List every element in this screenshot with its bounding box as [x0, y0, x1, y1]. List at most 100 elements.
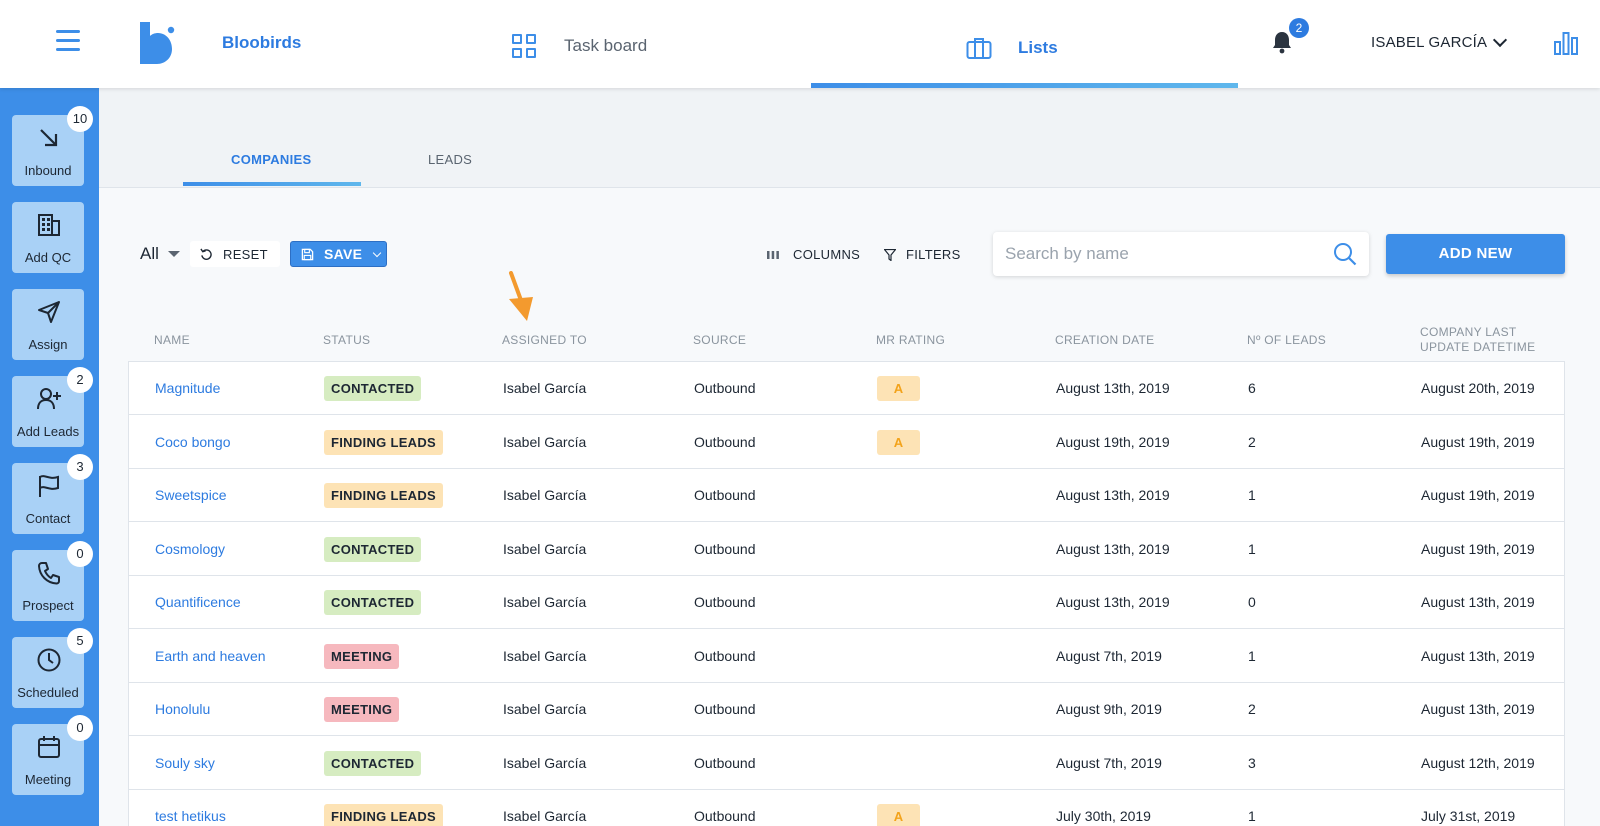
search-icon[interactable]	[1333, 242, 1357, 266]
header-assigned-to[interactable]: ASSIGNED TO	[502, 333, 587, 347]
company-name-link[interactable]: Souly sky	[155, 754, 215, 771]
columns-icon	[767, 250, 779, 259]
sidebar-item-assign[interactable]: Assign	[12, 289, 84, 360]
company-name-link[interactable]: Quantificence	[155, 594, 241, 610]
mr-rating-badge: A	[877, 429, 920, 455]
clock-icon	[37, 648, 61, 672]
table-row[interactable]: Earth and heaven MEETING Isabel García Outb…	[129, 630, 1564, 683]
nav-lists[interactable]: Lists	[811, 0, 1238, 88]
sidebar-item-add-leads[interactable]: Add Leads 2	[12, 367, 93, 447]
number-of-leads-cell: 0	[1248, 594, 1256, 610]
status-badge: FINDING LEADS	[324, 483, 444, 508]
sidebar-item-prospect[interactable]: Prospect 0	[12, 541, 93, 621]
table-row[interactable]: Honolulu MEETING Isabel García Outbound Augu…	[129, 683, 1564, 736]
table-row[interactable]: Sweetspice FINDING LEADS Isabel García Outb…	[129, 469, 1564, 522]
source-cell: Outbound	[694, 487, 756, 503]
sidebar-item-add-qc[interactable]: Add QC	[12, 202, 84, 273]
last-update-cell: August 13th, 2019	[1421, 701, 1535, 717]
number-of-leads-cell: 1	[1248, 540, 1256, 557]
nav-task-board[interactable]: Task board	[512, 34, 647, 58]
columns-button[interactable]: COLUMNS	[767, 247, 860, 262]
assigned-to-cell: Isabel García	[503, 433, 587, 450]
company-name-link[interactable]: Coco bongo	[155, 433, 231, 450]
header-status[interactable]: STATUS	[323, 333, 371, 347]
assigned-to-cell: Isabel García	[503, 754, 587, 771]
notifications-count: 2	[1289, 18, 1309, 38]
company-name-link[interactable]: test hetikus	[155, 808, 226, 824]
reset-button[interactable]: RESET	[190, 241, 280, 267]
tab-leads[interactable]: LEADS	[428, 152, 473, 167]
active-subtab-indicator	[183, 182, 361, 186]
header-last-update-line2: UPDATE DATETIME	[1420, 340, 1536, 354]
filters-button[interactable]: FILTERS	[884, 247, 961, 262]
lists-label: Lists	[1018, 38, 1058, 57]
header-last-update[interactable]: COMPANY LAST UPDATE DATETIME	[1420, 325, 1535, 355]
number-of-leads-cell: 2	[1248, 433, 1256, 450]
sidebar-item-contact[interactable]: Contact 3	[12, 454, 93, 534]
table-row[interactable]: Cosmology CONTACTED Isabel García Outbound A…	[129, 523, 1564, 576]
search-box	[993, 232, 1369, 276]
source-cell: Outbound	[694, 433, 756, 450]
last-update-cell: August 20th, 2019	[1421, 380, 1535, 396]
sidebar-item-count: 0	[67, 715, 93, 741]
company-name-link[interactable]: Honolulu	[155, 701, 211, 717]
list-tabs: COMPANIES LEADS	[99, 88, 1600, 188]
filters-label: FILTERS	[906, 247, 961, 262]
number-of-leads-cell: 3	[1248, 754, 1256, 771]
company-name-link[interactable]: Earth and heaven	[155, 647, 266, 664]
header-source[interactable]: SOURCE	[693, 333, 747, 347]
sidebar-item-meeting[interactable]: Meeting 0	[12, 715, 93, 795]
tab-companies[interactable]: COMPANIES	[231, 152, 312, 167]
save-button[interactable]: SAVE	[290, 241, 387, 267]
status-badge: CONTACTED	[324, 536, 422, 562]
company-name-link[interactable]: Magnitude	[155, 380, 221, 396]
sidebar-item-scheduled[interactable]: Scheduled 5	[12, 628, 93, 708]
table-row[interactable]: Magnitude CONTACTED Isabel García Outbound A…	[129, 362, 1564, 415]
bell-icon	[1273, 32, 1291, 54]
briefcase-icon	[966, 38, 992, 59]
sidebar-item-count: 0	[67, 541, 93, 567]
assigned-to-cell: Isabel García	[503, 540, 587, 557]
brand-name[interactable]: Bloobirds	[222, 33, 302, 52]
last-update-cell: July 31st, 2019	[1421, 808, 1516, 824]
status-badge: FINDING LEADS	[324, 804, 444, 826]
header-number-of-leads[interactable]: Nº OF LEADS	[1247, 333, 1327, 347]
status-badge: CONTACTED	[324, 590, 422, 615]
annotation-arrow-icon	[509, 271, 533, 321]
arrow-down-right-icon	[40, 129, 58, 147]
table-row[interactable]: Coco bongo FINDING LEADS Isabel García Outb…	[129, 416, 1564, 469]
assigned-to-cell: Isabel García	[503, 594, 587, 610]
status-badge: MEETING	[324, 697, 400, 722]
table-row[interactable]: Souly sky CONTACTED Isabel García Outbound A…	[129, 737, 1564, 790]
add-new-button[interactable]: ADD NEW	[1386, 234, 1565, 274]
header-last-update-line1: COMPANY LAST	[1420, 325, 1517, 339]
view-select[interactable]: All	[140, 244, 180, 264]
sidebar-item-count: 5	[67, 628, 93, 654]
search-input[interactable]	[1005, 242, 1325, 266]
company-name-link[interactable]: Sweetspice	[155, 487, 227, 503]
grid-icon	[512, 34, 536, 58]
status-badge: MEETING	[324, 643, 400, 669]
table-row[interactable]: test hetikus FINDING LEADS Isabel García Ou…	[129, 790, 1564, 826]
menu-icon[interactable]	[56, 30, 80, 54]
source-cell: Outbound	[694, 754, 756, 771]
bloobirds-logo[interactable]	[138, 20, 176, 66]
company-name-link[interactable]: Cosmology	[155, 540, 226, 557]
table-row[interactable]: Quantificence CONTACTED Isabel García Outbo…	[129, 576, 1564, 629]
notifications-bell[interactable]: 2	[1271, 18, 1309, 56]
sidebar-item-label: Add Leads	[16, 424, 80, 439]
number-of-leads-cell: 1	[1248, 808, 1256, 824]
bar-chart-icon[interactable]	[1553, 30, 1579, 56]
creation-date-cell: August 7th, 2019	[1056, 647, 1162, 664]
source-cell: Outbound	[694, 380, 756, 396]
sidebar-item-label: Meeting	[24, 772, 72, 787]
phone-icon	[38, 562, 60, 585]
sidebar-item-inbound[interactable]: Inbound 10	[12, 106, 93, 186]
header-creation-date[interactable]: CREATION DATE	[1055, 333, 1155, 347]
source-cell: Outbound	[694, 808, 756, 824]
header-mr-rating[interactable]: MR RATING	[876, 333, 946, 347]
header-name[interactable]: NAME	[154, 333, 190, 347]
user-menu[interactable]: ISABEL GARCÍA	[1371, 32, 1508, 51]
mr-rating-badge: A	[877, 376, 920, 401]
floppy-icon	[301, 248, 314, 260]
